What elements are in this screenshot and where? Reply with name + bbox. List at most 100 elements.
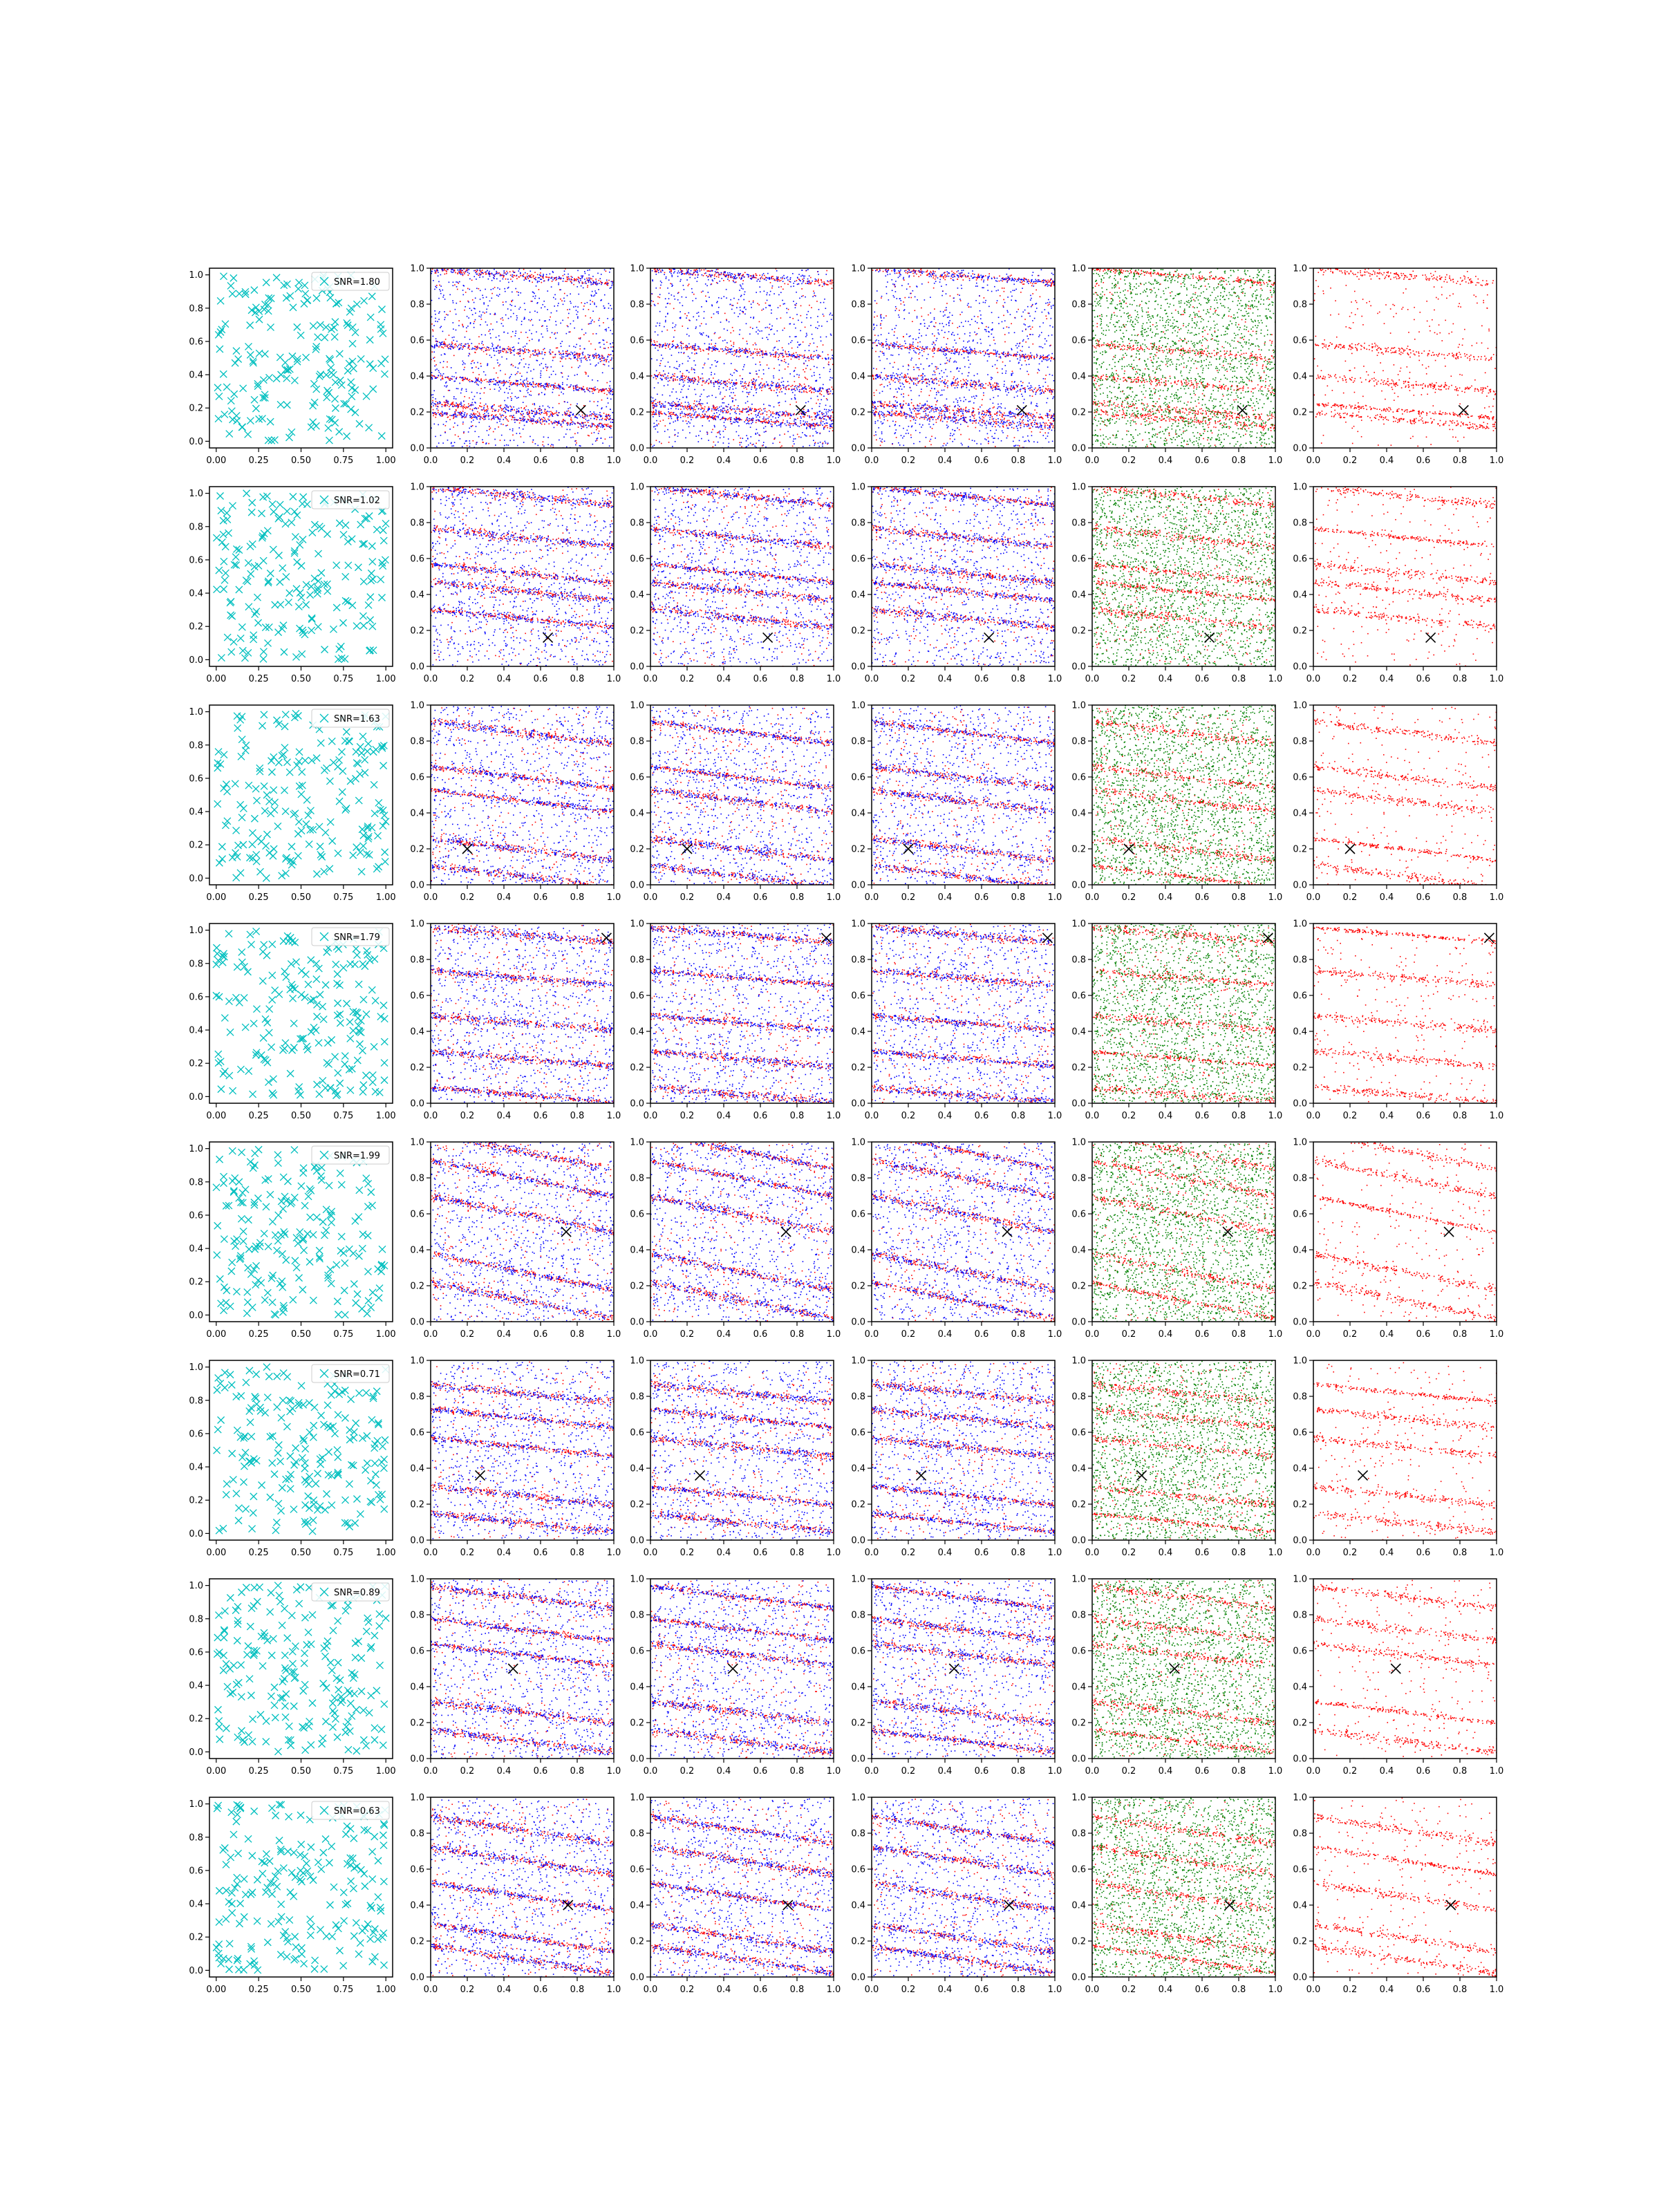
scatter-point bbox=[759, 348, 760, 350]
scatter-point bbox=[787, 385, 788, 386]
scatter-point bbox=[466, 415, 467, 416]
scatter-point bbox=[612, 350, 613, 352]
scatter-point bbox=[751, 404, 753, 405]
scatter-point bbox=[435, 364, 437, 366]
scatter-point bbox=[494, 388, 496, 390]
scatter-point bbox=[673, 345, 675, 346]
scatter-point bbox=[462, 326, 464, 328]
scatter-point bbox=[594, 303, 595, 304]
scatter-point bbox=[469, 273, 470, 274]
scatter-point bbox=[534, 416, 535, 418]
scatter-point bbox=[598, 362, 599, 364]
scatter-point bbox=[828, 358, 830, 359]
scatter-point bbox=[706, 335, 707, 337]
scatter-point bbox=[499, 289, 500, 290]
scatter-point bbox=[731, 351, 732, 353]
scatter-point bbox=[749, 418, 750, 420]
scatter-point bbox=[736, 350, 738, 352]
scatter-point bbox=[523, 350, 525, 352]
scatter-point bbox=[789, 373, 791, 375]
scatter-point bbox=[547, 330, 548, 332]
scatter-point bbox=[553, 357, 554, 359]
scatter-point bbox=[514, 418, 516, 419]
scatter-point bbox=[468, 317, 469, 319]
scatter-point bbox=[514, 349, 515, 350]
scatter-point bbox=[571, 422, 572, 423]
scatter-point bbox=[499, 413, 500, 415]
scatter-point bbox=[711, 275, 712, 276]
scatter-point bbox=[694, 400, 695, 402]
scatter-point bbox=[735, 411, 736, 412]
scatter-point bbox=[785, 415, 786, 417]
scatter-point bbox=[529, 340, 530, 341]
scatter-point bbox=[502, 348, 503, 349]
scatter-point bbox=[583, 389, 584, 391]
scatter-point bbox=[711, 350, 713, 352]
scatter-point bbox=[793, 388, 794, 390]
scatter-point bbox=[580, 338, 581, 339]
scatter-point bbox=[560, 353, 561, 354]
scatter-point bbox=[719, 414, 720, 415]
scatter-point bbox=[516, 384, 518, 385]
scatter-point bbox=[585, 419, 587, 420]
scatter-point bbox=[749, 301, 750, 302]
scatter-point bbox=[568, 274, 569, 275]
scatter-point bbox=[446, 314, 447, 315]
scatter-point bbox=[514, 440, 515, 441]
scatter-point bbox=[469, 289, 470, 290]
scatter-point bbox=[747, 350, 748, 351]
scatter-point bbox=[682, 305, 684, 306]
scatter-point bbox=[456, 281, 457, 283]
scatter-point bbox=[538, 386, 540, 388]
scatter-point bbox=[485, 321, 487, 323]
scatter-point bbox=[603, 360, 605, 362]
random-point-marker bbox=[336, 429, 343, 435]
scatter-point bbox=[439, 414, 440, 415]
scatter-point bbox=[719, 350, 720, 352]
scatter-point bbox=[797, 277, 798, 279]
scatter-point bbox=[590, 300, 591, 301]
scatter-point bbox=[462, 406, 464, 407]
scatter-point bbox=[527, 381, 529, 382]
scatter-point bbox=[824, 409, 825, 410]
scatter-point bbox=[814, 427, 816, 428]
scatter-point bbox=[718, 337, 720, 339]
scatter-point bbox=[595, 440, 597, 442]
scatter-point bbox=[433, 346, 434, 348]
scatter-point bbox=[821, 391, 822, 392]
scatter-point bbox=[442, 270, 444, 272]
scatter-point bbox=[505, 315, 507, 316]
scatter-point bbox=[708, 383, 709, 384]
scatter-point bbox=[756, 349, 758, 350]
scatter-point bbox=[679, 415, 681, 416]
scatter-point bbox=[476, 418, 478, 420]
scatter-point bbox=[542, 304, 543, 306]
scatter-point bbox=[686, 420, 687, 422]
scatter-point bbox=[809, 423, 811, 424]
scatter-point bbox=[478, 368, 480, 369]
scatter-point bbox=[525, 419, 526, 420]
scatter-point bbox=[715, 343, 717, 344]
scatter-point bbox=[475, 319, 476, 321]
random-point-marker bbox=[252, 405, 259, 412]
scatter-point bbox=[651, 402, 653, 404]
scatter-point bbox=[822, 414, 823, 415]
scatter-point bbox=[540, 419, 541, 420]
scatter-point bbox=[595, 355, 597, 356]
random-point-marker bbox=[346, 360, 353, 367]
scatter-point bbox=[828, 391, 830, 393]
scatter-point bbox=[671, 274, 673, 276]
scatter-point bbox=[749, 382, 750, 383]
scatter-point bbox=[583, 288, 584, 289]
scatter-point bbox=[823, 315, 825, 317]
scatter-point bbox=[709, 415, 710, 417]
scatter-point bbox=[509, 304, 511, 306]
scatter-point bbox=[449, 419, 451, 420]
scatter-point bbox=[498, 353, 500, 354]
scatter-point bbox=[538, 350, 539, 351]
scatter-point bbox=[444, 269, 446, 270]
random-point-marker bbox=[227, 282, 234, 289]
scatter-point bbox=[585, 372, 586, 373]
scatter-point bbox=[508, 420, 509, 422]
scatter-point bbox=[472, 415, 474, 416]
